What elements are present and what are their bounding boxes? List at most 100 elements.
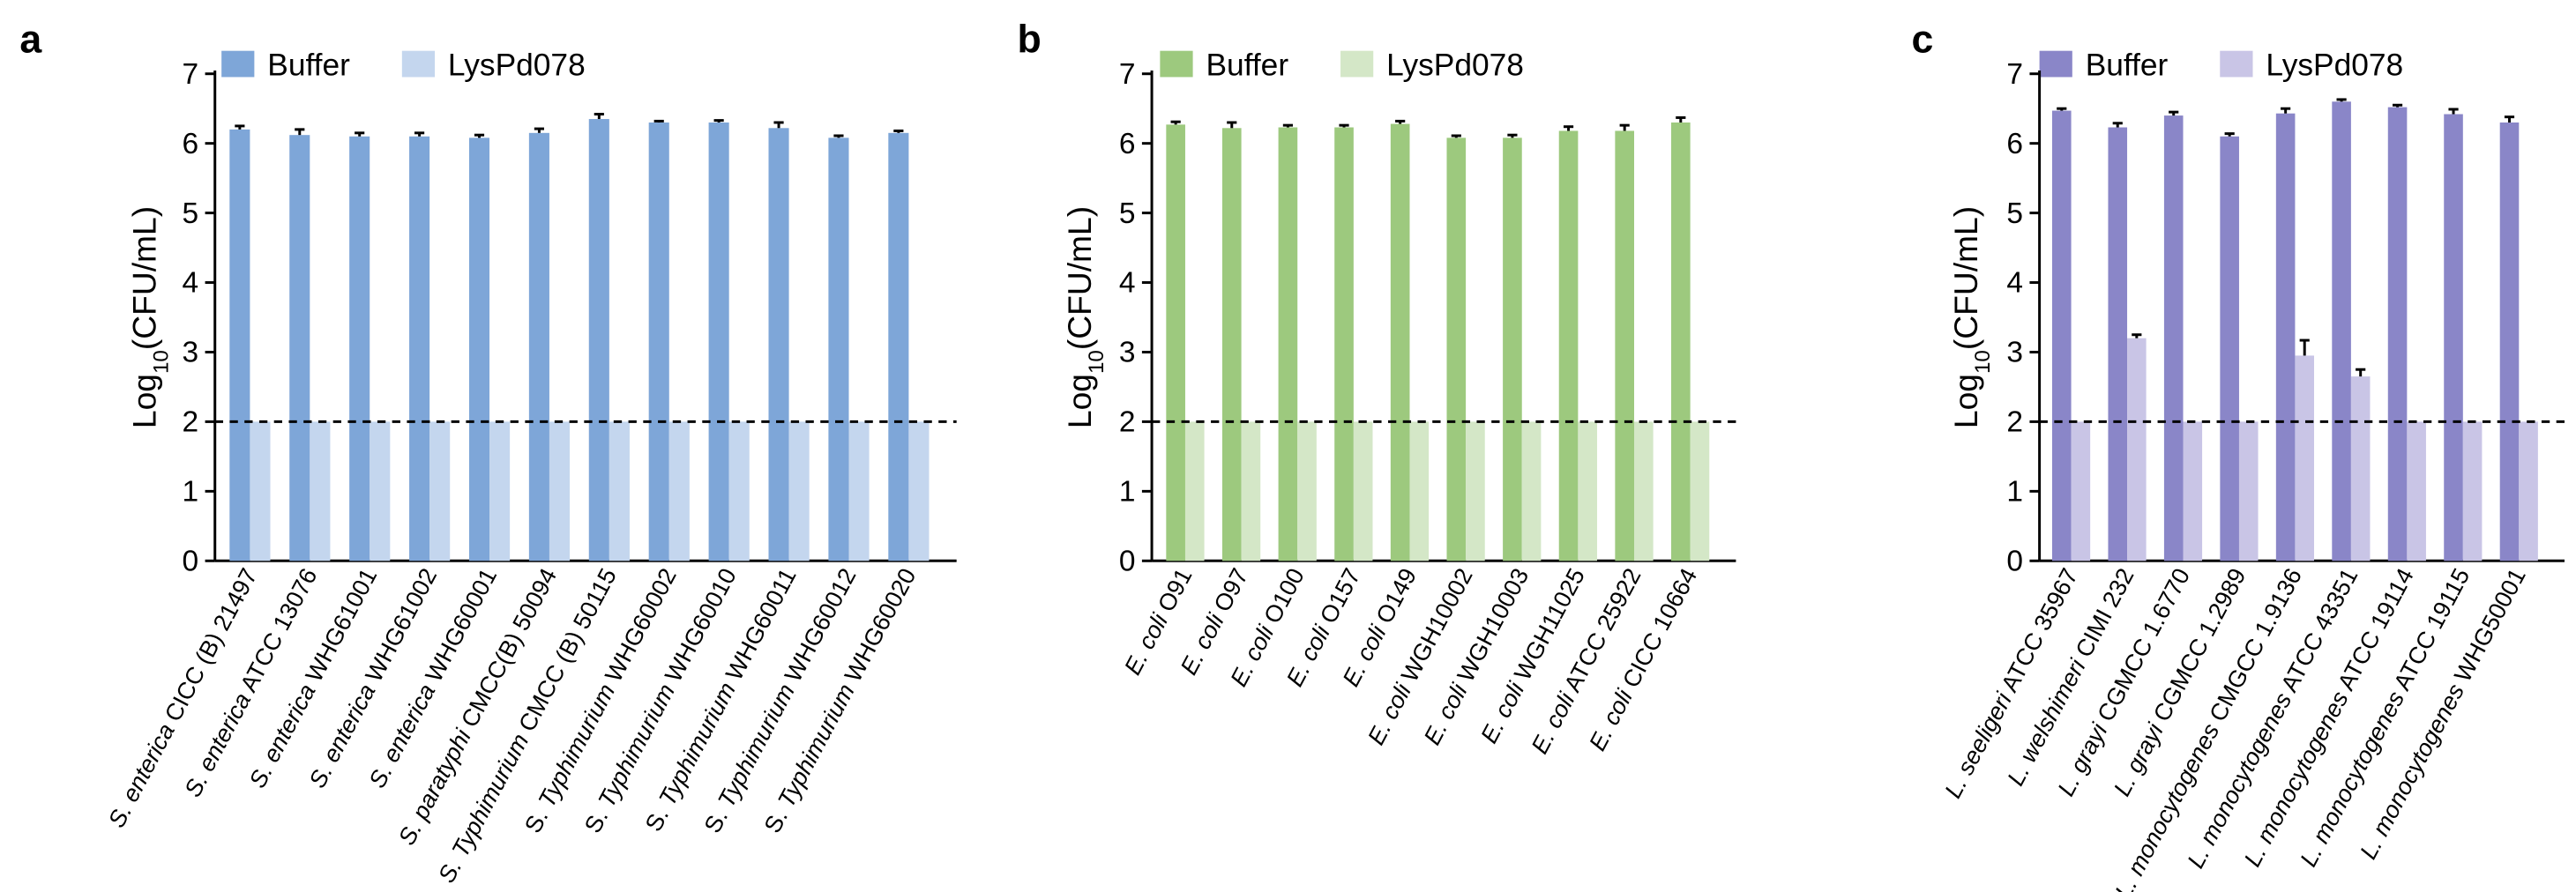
bar-buffer [1166,124,1185,561]
bar-lyspd078 [489,421,511,561]
y-axis-title: Log10(CFU/mL) [1947,206,1995,428]
bar-lyspd078 [2295,355,2315,561]
y-tick-label: 7 [1119,58,1136,91]
bar-buffer [1503,138,1522,561]
bar-buffer [1446,138,1467,561]
bar-buffer [1670,122,1691,561]
bar-lyspd078 [2407,421,2426,561]
bar-buffer [708,122,729,561]
y-tick-label: 2 [1119,406,1136,439]
bar-buffer [1390,123,1410,561]
bar-lyspd078 [2238,421,2259,561]
bar-lyspd078 [549,421,571,561]
bar-lyspd078 [1466,421,1485,561]
bar-buffer [2499,122,2520,561]
y-tick-label: 3 [1119,337,1136,369]
bar-buffer [289,135,310,561]
y-tick-label: 0 [1119,545,1136,577]
bar-lyspd078 [310,421,331,561]
y-tick-label: 6 [1119,128,1136,160]
bar-lyspd078 [1184,421,1205,561]
bar-buffer [2051,110,2072,561]
bar-buffer [768,128,789,561]
bar-lyspd078 [2350,376,2371,561]
bar-buffer [2275,113,2296,561]
bar-buffer [2108,127,2128,561]
bar-lyspd078 [370,421,391,561]
bar-buffer [1558,130,1579,561]
legend-label-buffer: Buffer [267,48,350,83]
legend-swatch-lyspd078 [2220,50,2253,78]
bar-lyspd078 [2127,338,2147,561]
y-tick-label: 0 [2006,545,2023,577]
y-tick-label: 7 [2006,58,2023,91]
y-tick-label: 6 [2006,128,2023,160]
y-tick-label: 1 [182,476,198,509]
y-tick-label: 2 [182,406,198,439]
y-tick-label: 7 [182,58,198,91]
bar-buffer [229,129,250,561]
legend-label-buffer: Buffer [2086,48,2169,83]
y-tick-label: 0 [182,545,198,577]
bar-lyspd078 [848,421,870,561]
bar-lyspd078 [788,421,810,561]
bar-lyspd078 [1578,421,1598,561]
y-tick-label: 5 [182,197,198,230]
bar-lyspd078 [2183,421,2203,561]
y-axis-title: Log10(CFU/mL) [126,206,174,428]
bar-buffer [2220,136,2239,561]
legend-label-lyspd078: LysPd078 [1386,48,1524,83]
legend-label-buffer: Buffer [1206,48,1288,83]
y-tick-label: 1 [2006,476,2023,509]
bar-lyspd078 [429,421,451,561]
bar-buffer [648,122,669,561]
bar-lyspd078 [250,421,271,561]
y-tick-label: 5 [2006,197,2023,230]
legend-swatch-lyspd078 [1340,50,1374,78]
bar-lyspd078 [1690,421,1710,561]
bar-lyspd078 [728,421,750,561]
bar-lyspd078 [1353,421,1373,561]
bar-buffer [1278,127,1298,561]
y-tick-label: 5 [1119,197,1136,230]
y-tick-label: 3 [2006,337,2023,369]
bar-lyspd078 [2519,421,2538,561]
y-tick-label: 3 [182,337,198,369]
bar-buffer [828,138,849,561]
legend-label-lyspd078: LysPd078 [448,48,586,83]
panel-letter: a [19,19,42,62]
legend-swatch-buffer [2039,50,2072,78]
bar-lyspd078 [609,421,630,561]
bar-buffer [2444,114,2463,561]
bar-lyspd078 [1241,421,1261,561]
bar-buffer [349,136,370,561]
bar-buffer [2387,107,2408,561]
bar-lyspd078 [1521,421,1542,561]
y-tick-label: 6 [182,128,198,160]
bar-buffer [588,119,609,561]
bar-lyspd078 [2462,421,2483,561]
bar-lyspd078 [2071,421,2091,561]
y-tick-label: 1 [1119,476,1136,509]
bar-buffer [1334,127,1354,561]
y-tick-label: 2 [2006,406,2023,439]
panel-letter: c [1911,19,1933,62]
bar-buffer [409,136,430,561]
y-axis-title: Log10(CFU/mL) [1061,206,1108,428]
bar-buffer [1221,128,1242,561]
legend-label-lyspd078: LysPd078 [2266,48,2403,83]
bar-lyspd078 [1634,421,1654,561]
panel-letter: b [1018,19,1042,62]
bar-lyspd078 [1297,421,1317,561]
legend-swatch-buffer [221,50,255,78]
bar-lyspd078 [668,421,690,561]
bar-buffer [2332,101,2351,561]
y-tick-label: 4 [182,267,198,300]
legend-swatch-buffer [1160,50,1193,78]
bar-buffer [528,132,549,561]
